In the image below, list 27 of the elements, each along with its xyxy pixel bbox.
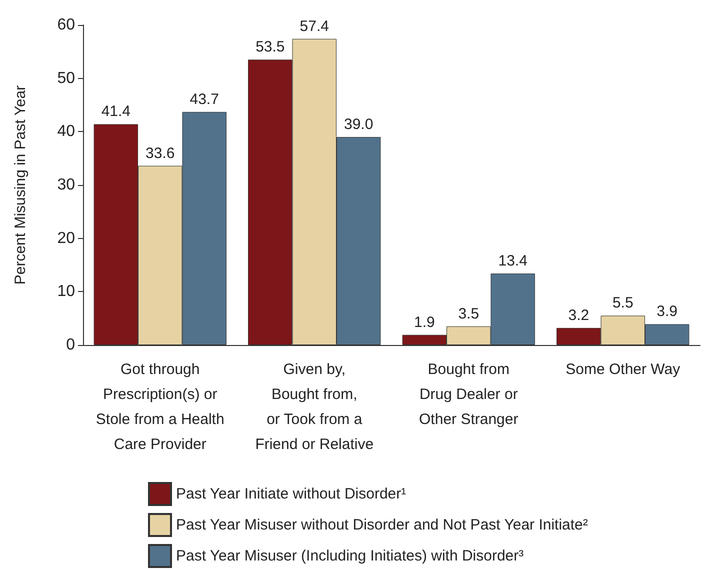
y-tick-label: 60 <box>57 16 76 34</box>
y-tick-label: 30 <box>57 176 76 194</box>
x-tick-label: Bought from Drug Dealer or Other Stranger <box>419 361 518 428</box>
legend-label: Past Year Misuser (Including Initiates) with Disorder³ <box>176 548 524 564</box>
data-label: 57.4 <box>300 18 329 35</box>
y-tick-label: 10 <box>57 283 76 300</box>
data-label: 43.7 <box>190 90 219 108</box>
data-label: 1.9 <box>414 314 435 331</box>
data-label: 53.5 <box>256 38 285 56</box>
data-label: 39.0 <box>344 116 374 133</box>
x-tick-label: Got through Prescription(s) or Stole from a Health Care Provider <box>96 361 224 453</box>
data-label: 3.5 <box>458 305 480 322</box>
y-tick-label: 20 <box>57 230 76 247</box>
y-tick-label: 40 <box>57 123 76 140</box>
y-axis-title: Percent Misusing in Past Year <box>12 85 29 285</box>
x-tick-label: Given by, Bought from, or Took from a Friend or Relative <box>255 361 374 453</box>
data-label: 3.9 <box>656 303 678 320</box>
data-label: 5.5 <box>612 294 634 312</box>
y-tick-label: 0 <box>66 336 76 354</box>
data-label: 41.4 <box>101 103 131 120</box>
data-label: 33.6 <box>146 144 175 162</box>
data-label: 13.4 <box>498 252 528 270</box>
legend-label: Past Year Misuser without Disorder and Not Past Year Initiate² <box>176 516 588 534</box>
y-tick-label: 50 <box>57 70 76 87</box>
legend-label: Past Year Initiate without Disorder¹ <box>176 486 406 502</box>
data-label: 3.2 <box>568 306 590 324</box>
x-tick-label: Some Other Way <box>566 361 681 378</box>
